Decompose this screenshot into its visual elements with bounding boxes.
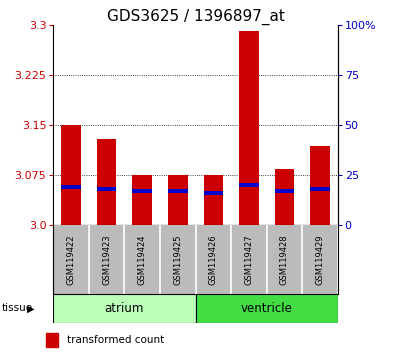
Bar [46, 333, 58, 348]
Bar [132, 176, 152, 225]
Text: GSM119424: GSM119424 [138, 234, 147, 285]
Bar [168, 189, 188, 193]
Text: GSM119425: GSM119425 [173, 234, 182, 285]
Bar [53, 294, 196, 323]
Text: ventricle: ventricle [241, 302, 293, 315]
Bar [196, 294, 338, 323]
Bar [239, 32, 259, 225]
Bar [61, 185, 81, 189]
Text: GSM119428: GSM119428 [280, 234, 289, 285]
Bar [203, 191, 223, 195]
Text: GSM119423: GSM119423 [102, 234, 111, 285]
Bar [275, 170, 294, 225]
Bar [203, 176, 223, 225]
Bar [61, 125, 81, 225]
Bar [132, 189, 152, 193]
Text: GSM119426: GSM119426 [209, 234, 218, 285]
Text: transformed count: transformed count [67, 335, 164, 345]
Bar [97, 139, 117, 225]
Bar [275, 189, 294, 193]
Bar [310, 146, 330, 225]
Text: atrium: atrium [105, 302, 144, 315]
Bar [239, 183, 259, 187]
Bar [310, 187, 330, 191]
Text: tissue: tissue [2, 303, 33, 313]
Text: GSM119427: GSM119427 [245, 234, 253, 285]
Title: GDS3625 / 1396897_at: GDS3625 / 1396897_at [107, 8, 284, 25]
Bar [97, 187, 117, 191]
Text: GSM119429: GSM119429 [316, 234, 324, 285]
Text: ▶: ▶ [27, 303, 34, 313]
Bar [168, 176, 188, 225]
Text: GSM119422: GSM119422 [67, 234, 75, 285]
